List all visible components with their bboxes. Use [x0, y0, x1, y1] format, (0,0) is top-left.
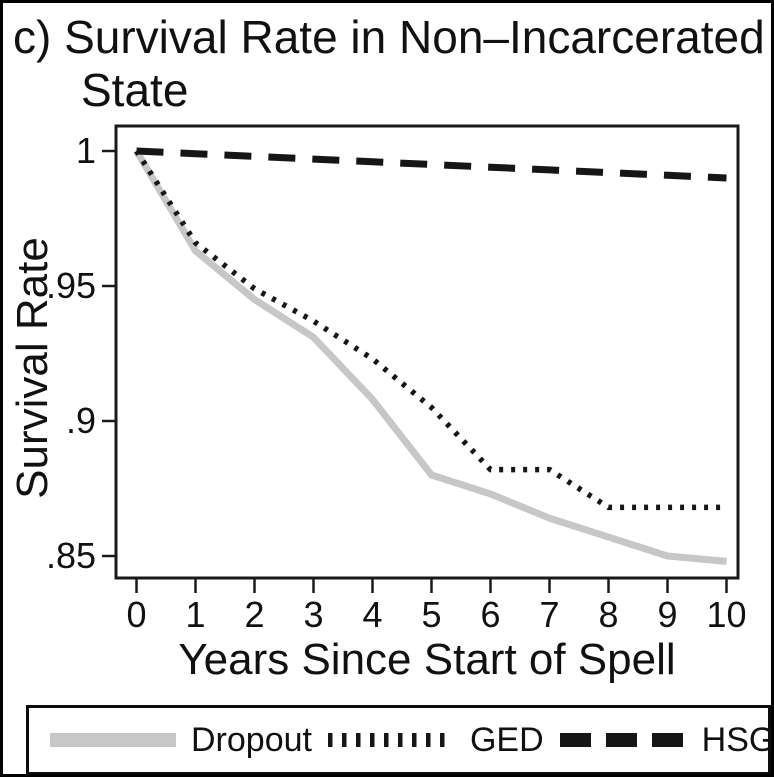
legend-item-dropout: Dropout [49, 721, 312, 760]
hsg-line-swatch-icon [559, 733, 686, 747]
y-tick-label: .9 [66, 400, 96, 441]
y-axis-title: Survival Rate [8, 237, 57, 499]
x-tick-label: 0 [126, 594, 146, 635]
x-tick-label: 6 [480, 594, 500, 635]
x-tick-label: 3 [303, 594, 323, 635]
x-tick-label: 4 [362, 594, 382, 635]
series-line-dropout [133, 149, 727, 565]
plot-frame [114, 124, 740, 580]
x-tick-label: 1 [185, 594, 205, 635]
chart-title: c) Survival Rate in Non–Incarcerated Sta… [13, 11, 771, 117]
chart-title-line1: c) Survival Rate in Non–Incarcerated [13, 11, 765, 63]
x-tick-label: 9 [657, 594, 677, 635]
ged-line-swatch-icon [327, 733, 454, 747]
survival-rate-line-chart: 1.95.9.850 1 2 3 4 5 6 7 8 9 10 [46, 124, 747, 635]
series-line-ged [134, 149, 727, 511]
legend-label-ged: GED [469, 720, 544, 759]
chart-title-line2: State [81, 64, 189, 116]
x-tick-label: 8 [598, 594, 618, 635]
y-tick-label: .95 [46, 265, 96, 306]
legend: Dropout GED HSG [26, 705, 774, 774]
legend-label-hsg: HSG [701, 720, 774, 759]
legend-label-dropout: Dropout [191, 720, 312, 759]
x-tick-label: 5 [421, 594, 441, 635]
x-tick-label: 2 [244, 594, 264, 635]
y-tick-label: 1 [76, 130, 96, 171]
x-tick-label: 7 [539, 594, 559, 635]
x-tick-label: 10 [706, 594, 746, 635]
y-tick-label: .85 [46, 535, 96, 576]
legend-item-hsg: HSG [558, 720, 774, 760]
legend-item-ged: GED [326, 721, 544, 760]
x-axis-title: Years Since Start of Spell [178, 635, 676, 684]
dropout-line-swatch-icon [50, 733, 176, 747]
series-line-hsg [136, 147, 727, 182]
